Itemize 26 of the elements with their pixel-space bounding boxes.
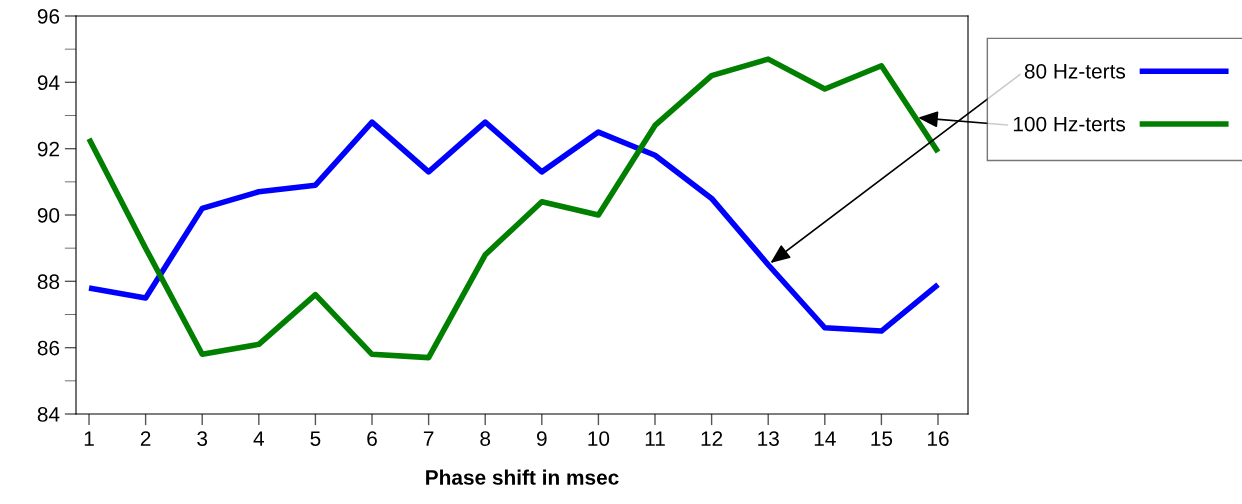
x-tick-label: 13 xyxy=(758,431,779,446)
legend-label: 100 Hz-terts xyxy=(1013,116,1126,132)
x-tick-label: 9 xyxy=(536,431,547,446)
x-tick-label: 1 xyxy=(84,431,94,446)
y-tick-label: 84 xyxy=(37,407,60,422)
x-tick-label: 3 xyxy=(197,431,208,446)
y-tick-label: 94 xyxy=(37,75,60,91)
y-tick-label: 96 xyxy=(37,9,60,24)
x-tick-label: 8 xyxy=(480,431,491,446)
x-tick-label: 16 xyxy=(928,431,949,446)
y-tick-label: 88 xyxy=(37,274,60,290)
x-tick-label: 4 xyxy=(253,431,264,446)
x-tick-label: 11 xyxy=(645,431,665,446)
x-tick-label: 14 xyxy=(814,431,836,446)
x-axis-title: Phase shift in msec xyxy=(426,469,619,485)
x-tick-label: 15 xyxy=(871,431,893,446)
x-tick-label: 6 xyxy=(367,431,377,446)
y-tick-label: 92 xyxy=(37,141,59,157)
y-tick-label: 86 xyxy=(37,340,60,356)
x-tick-label: 12 xyxy=(701,431,723,446)
x-tick-label: 10 xyxy=(588,431,610,446)
x-tick-label: 7 xyxy=(423,431,434,446)
x-tick-label: 2 xyxy=(140,431,151,446)
x-tick-label: 5 xyxy=(310,431,321,446)
y-tick-label: 90 xyxy=(37,208,60,223)
legend-label: 80 Hz-terts xyxy=(1024,63,1126,79)
